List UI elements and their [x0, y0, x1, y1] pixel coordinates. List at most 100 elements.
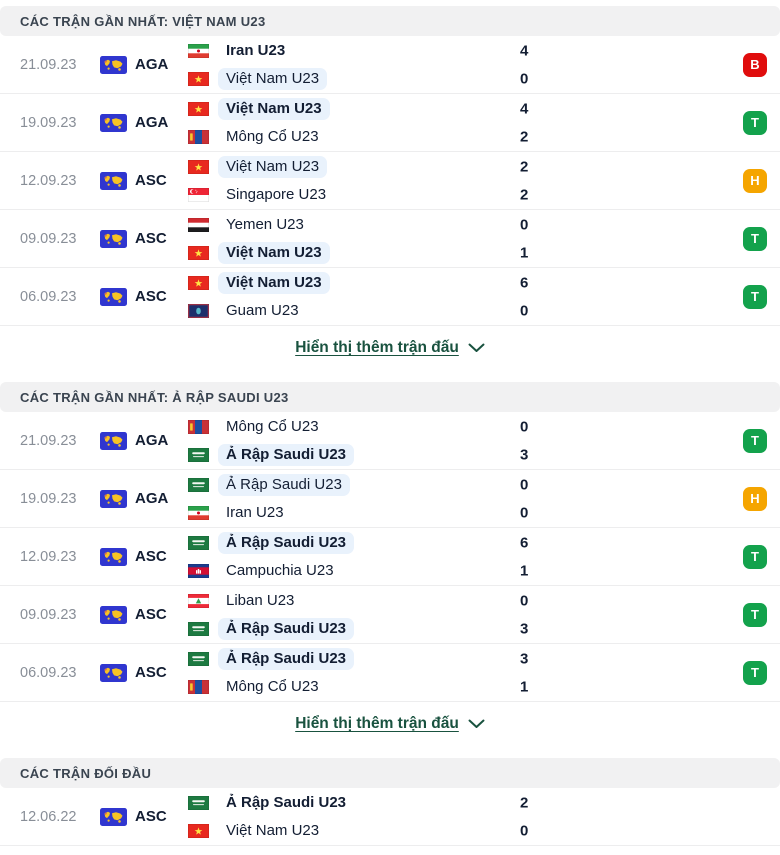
- result-badge: T: [743, 660, 767, 685]
- competition-code: AGA: [135, 56, 169, 73]
- chevron-down-icon: [468, 343, 485, 352]
- team-home-line: Ả Rập Saudi U23 0: [188, 472, 724, 498]
- flag-saudi-icon: [188, 477, 209, 492]
- team-home-line: Ả Rập Saudi U23 2: [188, 790, 724, 816]
- flag-saudi-icon: [188, 795, 209, 810]
- teams: Iran U23 4 Việt Nam U23 0: [188, 38, 724, 92]
- team-home-name: Ả Rập Saudi U23: [218, 647, 355, 670]
- flag-vietnam-icon: [188, 159, 209, 174]
- match-date: 19.09.23: [20, 490, 77, 507]
- flag-cambodia-icon: [188, 563, 209, 578]
- match-date: 21.09.23: [20, 56, 77, 73]
- flag-vietnam-icon: [188, 245, 209, 260]
- section-header: CÁC TRẬN GẦN NHẤT: VIỆT NAM U23: [0, 6, 780, 36]
- home-score: 4: [520, 100, 529, 117]
- team-home-line: Ả Rập Saudi U23 6: [188, 530, 724, 556]
- match-list: 21.09.23 AGA Iran U23: [0, 36, 780, 326]
- section-title: CÁC TRẬN ĐỐI ĐẦU: [20, 765, 152, 781]
- team-away-line: Mông Cổ U23 1: [188, 674, 724, 700]
- result-badge: H: [743, 486, 767, 511]
- home-score: 0: [520, 476, 529, 493]
- team-away-name: Campuchia U23: [226, 562, 334, 579]
- match-row[interactable]: 09.09.23 ASC Liban U23: [0, 586, 780, 644]
- competition-code: AGA: [135, 114, 169, 131]
- teams: Việt Nam U23 2 Singapore U23 2: [188, 154, 724, 208]
- match-date: 21.09.23: [20, 432, 77, 449]
- team-away-name: Ả Rập Saudi U23: [218, 617, 355, 640]
- teams: Việt Nam U23 6 Guam U23 0: [188, 270, 724, 324]
- result-badge: T: [743, 602, 767, 627]
- team-away-name: Việt Nam U23: [218, 241, 330, 264]
- result-badge-cell: H: [724, 168, 780, 193]
- team-away-name: Ả Rập Saudi U23: [218, 443, 355, 466]
- flag-iran-icon: [188, 43, 209, 58]
- world-map-icon: [100, 55, 127, 74]
- match-row[interactable]: 12.09.23 ASC Ả Rập Saudi U2: [0, 528, 780, 586]
- world-map-icon: [100, 171, 127, 190]
- team-home-name: Ả Rập Saudi U23: [226, 794, 347, 811]
- result-badge-cell: [724, 805, 780, 829]
- show-more-label: Hiển thị thêm trận đấu: [295, 715, 459, 732]
- result-badge: B: [743, 52, 767, 77]
- team-away-name: Singapore U23: [226, 186, 327, 203]
- competition-code: ASC: [135, 664, 167, 681]
- result-badge: T: [743, 428, 767, 453]
- match-row[interactable]: 19.09.23 AGA Ả Rập Saudi U2: [0, 470, 780, 528]
- result-badge-cell: T: [724, 110, 780, 135]
- result-badge: T: [743, 544, 767, 569]
- team-home-name: Việt Nam U23: [218, 271, 330, 294]
- home-score: 0: [520, 216, 529, 233]
- competition-code: AGA: [135, 432, 169, 449]
- match-row[interactable]: 06.09.23 ASC Việt Nam U23: [0, 268, 780, 326]
- show-more-button[interactable]: Hiển thị thêm trận đấu: [0, 702, 780, 746]
- competition-code: ASC: [135, 172, 167, 189]
- teams: Ả Rập Saudi U23 6 Campuchia U23 1: [188, 530, 724, 584]
- match-row[interactable]: 12.09.23 ASC Việt Nam U23: [0, 152, 780, 210]
- match-row[interactable]: 09.09.23 ASC Yemen U23: [0, 210, 780, 268]
- result-badge: H: [743, 168, 767, 193]
- teams: Việt Nam U23 4 Mông Cổ U23 2: [188, 96, 724, 150]
- result-badge-cell: H: [724, 486, 780, 511]
- match-row[interactable]: 21.09.23 AGA Iran U23: [0, 36, 780, 94]
- competition: ASC: [100, 605, 188, 624]
- competition: ASC: [100, 171, 188, 190]
- away-score: 0: [520, 302, 529, 319]
- teams: Yemen U23 0 Việt Nam U23 1: [188, 212, 724, 266]
- show-more-button[interactable]: Hiển thị thêm trận đấu: [0, 326, 780, 370]
- team-away-name: Iran U23: [226, 504, 284, 521]
- team-home-line: Mông Cổ U23 0: [188, 414, 724, 440]
- world-map-icon: [100, 489, 127, 508]
- team-away-line: Ả Rập Saudi U23 3: [188, 616, 724, 642]
- match-row[interactable]: 19.09.23 AGA Việt Nam U23: [0, 94, 780, 152]
- section-title: CÁC TRẬN GẦN NHẤT: Ả RẬP SAUDI U23: [20, 389, 289, 405]
- chevron-down-icon: [468, 719, 485, 728]
- flag-mongolia-icon: [188, 419, 209, 434]
- teams: Ả Rập Saudi U23 3 Mông Cổ U23 1: [188, 646, 724, 700]
- team-home-line: Liban U23 0: [188, 588, 724, 614]
- team-away-name: Việt Nam U23: [218, 67, 328, 90]
- match-row[interactable]: 06.09.23 ASC Ả Rập Saudi U2: [0, 644, 780, 702]
- match-list: 12.06.22 ASC Ả Rập Saudi U2: [0, 788, 780, 846]
- match-row[interactable]: 12.06.22 ASC Ả Rập Saudi U2: [0, 788, 780, 846]
- competition: AGA: [100, 55, 188, 74]
- match-row[interactable]: 21.09.23 AGA Mông Cổ U23: [0, 412, 780, 470]
- team-away-name: Mông Cổ U23: [226, 128, 319, 145]
- team-home-line: Việt Nam U23 4: [188, 96, 724, 122]
- team-away-line: Việt Nam U23 0: [188, 818, 724, 844]
- team-away-line: Mông Cổ U23 2: [188, 124, 724, 150]
- team-home-line: Việt Nam U23 6: [188, 270, 724, 296]
- world-map-icon: [100, 807, 127, 826]
- away-score: 3: [520, 620, 529, 637]
- section-header: CÁC TRẬN GẦN NHẤT: Ả RẬP SAUDI U23: [0, 382, 780, 412]
- home-score: 0: [520, 592, 529, 609]
- home-score: 3: [520, 650, 529, 667]
- team-away-line: Singapore U23 2: [188, 182, 724, 208]
- flag-mongolia-icon: [188, 129, 209, 144]
- away-score: 1: [520, 562, 529, 579]
- team-home-name: Ả Rập Saudi U23: [218, 531, 355, 554]
- world-map-icon: [100, 287, 127, 306]
- result-badge-cell: T: [724, 544, 780, 569]
- away-score: 0: [520, 504, 529, 521]
- flag-iran-icon: [188, 505, 209, 520]
- competition: AGA: [100, 489, 188, 508]
